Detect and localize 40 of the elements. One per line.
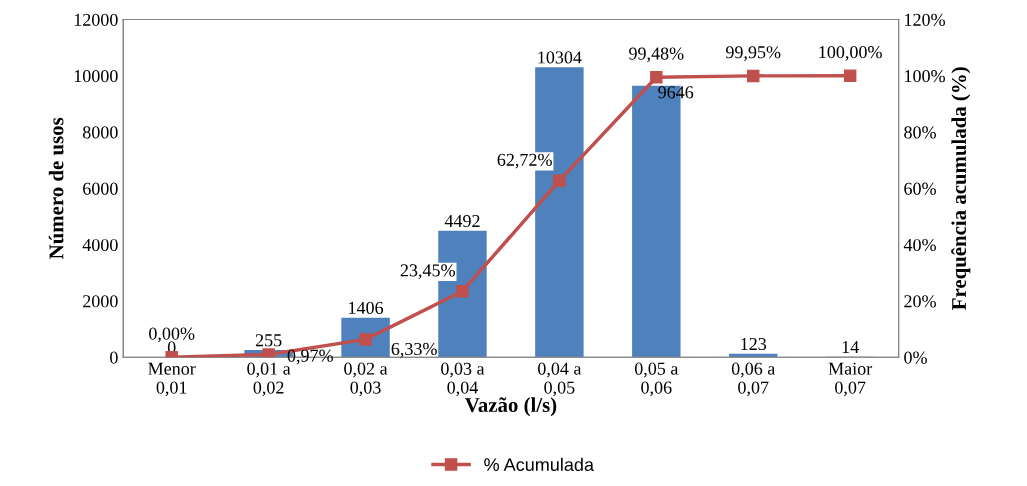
data-label: 6,33% [391, 342, 437, 358]
y2-tick-label: 60% [904, 182, 936, 195]
legend-label: % Acumulada [484, 457, 594, 472]
y2-axis-title: Frequência acumulada (%) [951, 67, 971, 310]
y2-tick-label: 20% [904, 295, 936, 308]
data-label: 255 [255, 334, 282, 347]
y-tick-label: 8000 [82, 126, 118, 139]
x-tick-label: 0,03 a 0,04 [441, 362, 485, 397]
data-label: 0,00% [149, 327, 195, 343]
data-label: 99,95% [725, 46, 781, 61]
x-tick-label: 0,02 a 0,03 [344, 362, 388, 397]
x-axis-title: Vazão (l/s) [464, 397, 557, 417]
y-tick-label: 2000 [83, 295, 118, 308]
y-axis-title: Número de usos [48, 117, 64, 259]
y-tick-label: 6000 [83, 182, 118, 195]
data-label: 4492 [444, 214, 480, 228]
x-tick-label: 0,01 a 0,02 [247, 362, 291, 397]
data-label: 14 [842, 341, 859, 353]
y2-tick-label: 0% [904, 351, 927, 364]
data-label: 62,72% [497, 153, 552, 169]
y2-tick-label: 100% [905, 69, 945, 83]
data-label: 123 [741, 337, 767, 351]
y-tick-label: 10000 [74, 69, 118, 83]
x-tick-label: 0,04 a 0,05 [538, 362, 582, 397]
data-label: 23,45% [400, 264, 455, 280]
y2-tick-label: 40% [903, 238, 936, 252]
y-tick-label: 4000 [82, 238, 118, 252]
x-tick-label: 0,05 a 0,06 [634, 362, 679, 397]
y2-tick-label: 80% [904, 126, 936, 139]
y-tick-label: 12000 [74, 13, 118, 26]
data-label: 1406 [349, 301, 384, 314]
data-label: 100,00% [819, 45, 882, 61]
data-label: 0,97% [287, 349, 333, 365]
x-tick-label: Menor 0,01 [148, 362, 196, 397]
data-label: 10304 [538, 51, 582, 64]
x-tick-label: Maior 0,07 [828, 362, 873, 397]
data-label: 99,48% [629, 47, 684, 63]
y-tick-label: 0 [110, 351, 118, 364]
y2-tick-label: 120% [905, 13, 945, 26]
x-tick-label: 0,06 a 0,07 [731, 362, 776, 397]
